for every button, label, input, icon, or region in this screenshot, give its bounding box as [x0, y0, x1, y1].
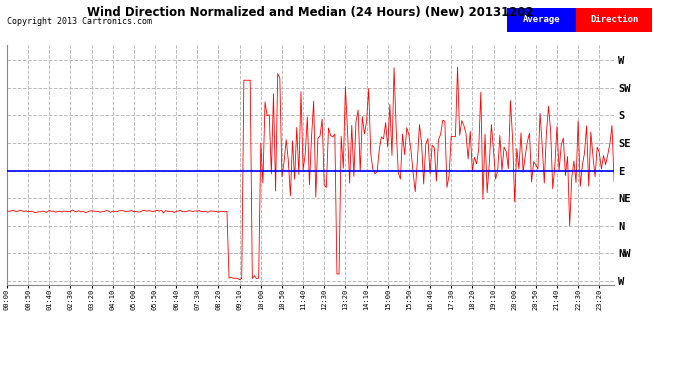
Text: Average: Average — [523, 15, 560, 24]
Text: Copyright 2013 Cartronics.com: Copyright 2013 Cartronics.com — [7, 17, 152, 26]
Text: Wind Direction Normalized and Median (24 Hours) (New) 20131202: Wind Direction Normalized and Median (24… — [87, 6, 534, 19]
Text: Direction: Direction — [590, 15, 638, 24]
